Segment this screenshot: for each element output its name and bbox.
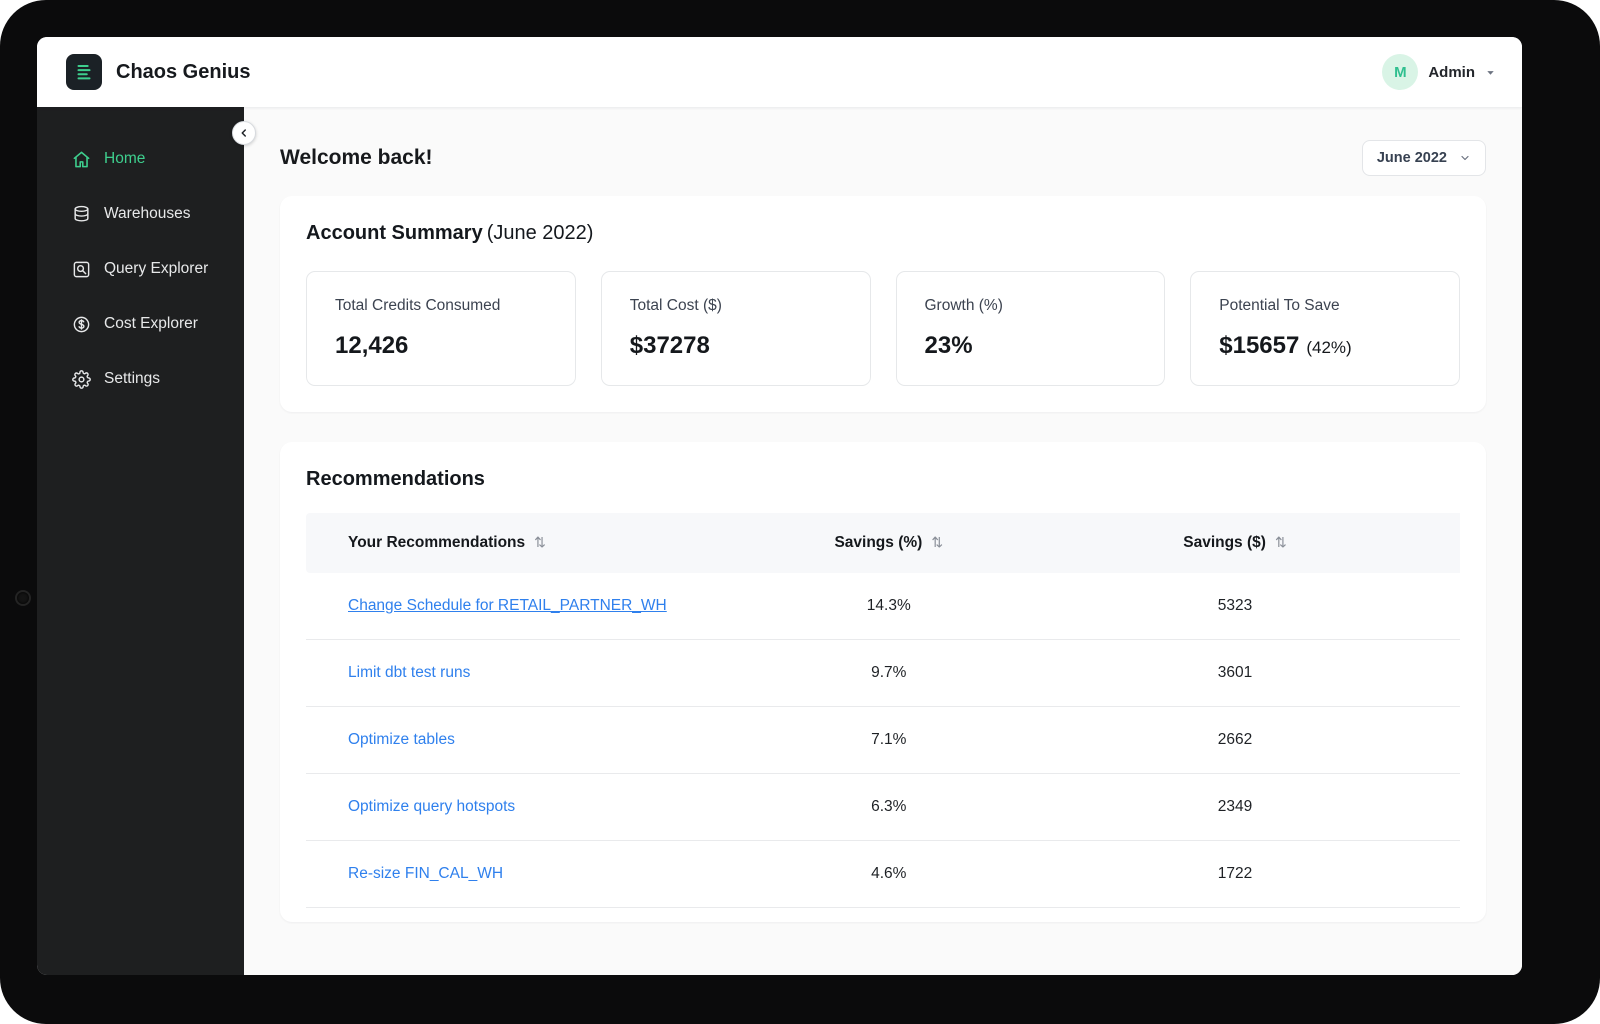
main-content: Welcome back! June 2022 Account Summary(…	[244, 107, 1522, 975]
savings-usd-cell: 2349	[1009, 773, 1460, 841]
stat-suffix: (42%)	[1306, 338, 1352, 357]
warehouses-icon	[74, 205, 89, 222]
stat-value: $15657 (42%)	[1219, 332, 1352, 359]
sidebar-item-warehouses[interactable]: Warehouses	[37, 188, 244, 240]
table-row: Re-size FIN_CAL_WH 4.6% 1722	[306, 840, 1460, 908]
brand: Chaos Genius	[66, 54, 250, 90]
stat-label: Growth (%)	[924, 297, 1003, 314]
sidebar: Home Warehouses Query Explorer	[37, 107, 244, 975]
stat-total-credits: Total Credits Consumed 12,426	[306, 271, 576, 386]
sidebar-item-home[interactable]: Home	[37, 133, 244, 185]
column-header-recommendations[interactable]: Your Recommendations ⇅	[306, 513, 768, 573]
app-body: Home Warehouses Query Explorer	[37, 107, 1522, 975]
recommendation-link[interactable]: Limit dbt test runs	[348, 664, 471, 681]
date-filter-value: June 2022	[1376, 150, 1447, 166]
recommendation-cell: Change Schedule for RETAIL_PARTNER_WH	[306, 573, 768, 640]
home-icon	[73, 151, 90, 167]
recommendation-link[interactable]: Optimize query hotspots	[348, 798, 516, 815]
stat-potential-save: Potential To Save $15657 (42%)	[1190, 271, 1460, 386]
sidebar-item-settings[interactable]: Settings	[37, 353, 244, 405]
recommendation-cell: Re-size FIN_CAL_WH	[306, 840, 768, 908]
settings-icon	[72, 369, 91, 389]
chevron-left-icon	[241, 129, 246, 137]
top-header: Chaos Genius M Admin	[37, 37, 1522, 107]
stat-value: 23%	[924, 332, 973, 359]
column-header-savings-pct[interactable]: Savings (%) ⇅	[767, 513, 1010, 573]
recommendation-cell: Limit dbt test runs	[306, 639, 768, 707]
date-filter-dropdown[interactable]: June 2022	[1361, 140, 1486, 176]
user-name: Admin	[1428, 63, 1475, 81]
chaos-genius-logo-icon	[66, 54, 102, 90]
stat-value: 12,426	[335, 332, 409, 359]
sidebar-item-query-explorer[interactable]: Query Explorer	[37, 243, 244, 295]
savings-usd-cell: 1722	[1009, 840, 1460, 908]
savings-usd-cell: 3601	[1009, 639, 1460, 707]
sort-icon[interactable]: ⇅	[534, 534, 546, 550]
recommendations-card: Recommendations Your Recommendations ⇅ Sa…	[280, 442, 1486, 922]
recommendation-link[interactable]: Optimize tables	[348, 731, 455, 748]
stat-label: Total Credits Consumed	[335, 297, 501, 314]
chevron-down-icon	[1487, 70, 1494, 75]
recommendation-cell: Optimize tables	[306, 706, 768, 774]
recommendation-cell: Optimize query hotspots	[306, 773, 768, 841]
savings-pct-cell: 9.7%	[767, 639, 1010, 707]
recommendation-link[interactable]: Change Schedule for RETAIL_PARTNER_WH	[348, 597, 667, 614]
sidebar-item-label: Query Explorer	[104, 260, 209, 277]
chevron-down-icon	[1461, 155, 1469, 161]
account-summary-title: Account Summary (June 2022)	[306, 222, 594, 244]
stat-growth: Growth (%) 23%	[895, 271, 1166, 386]
savings-pct-cell: 14.3%	[767, 573, 1010, 640]
account-summary-card: Account Summary (June 2022) Total Credits…	[280, 196, 1486, 412]
table-row: Change Schedule for RETAIL_PARTNER_WH 14.…	[306, 573, 1460, 640]
welcome-heading: Welcome back!	[280, 146, 433, 169]
column-header-savings-usd[interactable]: Savings ($) ⇅	[1009, 513, 1460, 573]
cost-explorer-icon	[73, 316, 90, 332]
camera-dot	[17, 592, 29, 604]
recommendations-table-body: Change Schedule for RETAIL_PARTNER_WH 14.…	[306, 573, 1460, 908]
sort-icon[interactable]: ⇅	[931, 534, 944, 550]
recommendations-title: Recommendations	[306, 468, 485, 490]
user-menu[interactable]: M Admin	[1382, 54, 1496, 90]
savings-pct-cell: 7.1%	[767, 706, 1010, 774]
app-window: Chaos Genius M Admin Home	[37, 37, 1522, 975]
query-explorer-icon	[73, 261, 90, 277]
sidebar-collapse-button[interactable]	[232, 121, 256, 145]
savings-usd-cell: 5323	[1009, 573, 1460, 640]
recommendation-link[interactable]: Re-size FIN_CAL_WH	[348, 865, 504, 882]
sidebar-item-label: Home	[104, 150, 146, 167]
table-row: Optimize query hotspots 6.3% 2349	[306, 773, 1460, 841]
savings-pct-cell: 4.6%	[767, 840, 1010, 908]
sidebar-item-label: Cost Explorer	[104, 315, 198, 332]
sort-icon[interactable]: ⇅	[1274, 534, 1287, 550]
sidebar-item-label: Settings	[104, 370, 161, 387]
sidebar-item-cost-explorer[interactable]: Cost Explorer	[37, 298, 244, 350]
account-summary-subtitle: (June 2022)	[486, 222, 594, 244]
sidebar-item-label: Warehouses	[104, 205, 191, 222]
stat-total-cost: Total Cost ($) $37278	[600, 271, 871, 386]
app-title: Chaos Genius	[116, 60, 251, 83]
avatar[interactable]: M	[1382, 54, 1419, 90]
stat-label: Total Cost ($)	[629, 297, 722, 314]
savings-usd-cell: 2662	[1009, 706, 1460, 774]
table-row: Limit dbt test runs 9.7% 3601	[306, 639, 1460, 707]
savings-pct-cell: 6.3%	[767, 773, 1010, 841]
stat-value: $37278	[629, 332, 710, 359]
table-row: Optimize tables 7.1% 2662	[306, 706, 1460, 774]
stat-label: Potential To Save	[1219, 297, 1340, 314]
recommendations-table: Your Recommendations ⇅ Savings (%) ⇅ Savin…	[306, 513, 1460, 908]
